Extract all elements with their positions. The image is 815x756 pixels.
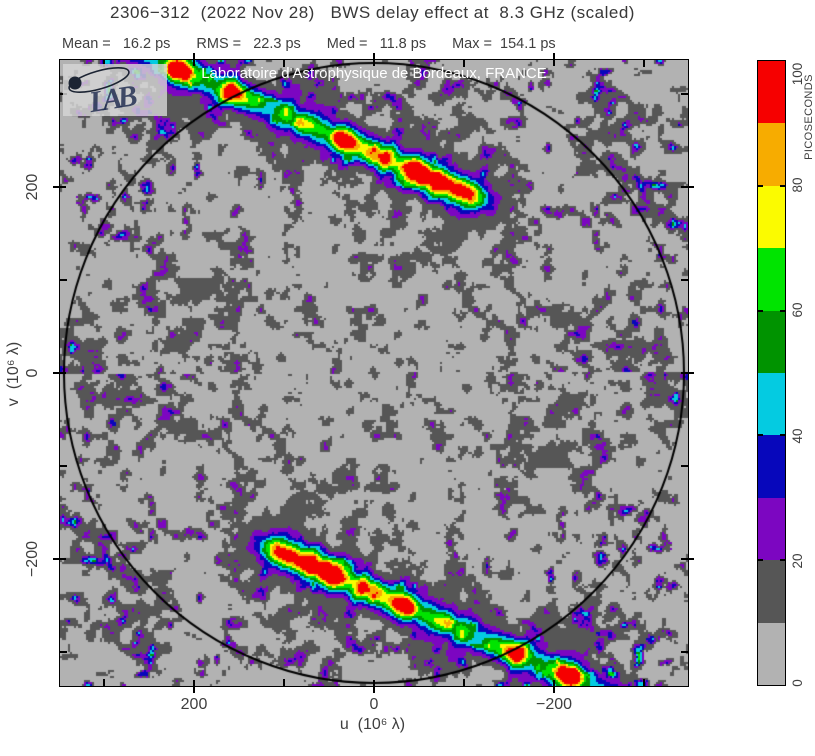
y-axis-minor-tick <box>60 465 67 467</box>
colorbar-tick <box>758 559 763 562</box>
x-axis-tick <box>553 53 555 66</box>
colorbar-tick <box>758 184 763 187</box>
stat-med: Med = 11.8 ps <box>326 36 427 52</box>
colorbar-segment <box>758 435 785 498</box>
stats-line: Mean = 16.2 ps RMS = 22.3 ps Med = 11.8 … <box>62 36 722 52</box>
x-axis-minor-tick <box>463 60 465 67</box>
x-axis-tick <box>193 53 195 66</box>
colorbar-tick-label: 20 <box>789 553 805 569</box>
x-axis-tick <box>373 53 375 66</box>
colorbar-tick <box>780 559 785 562</box>
y-axis-tick <box>681 186 694 188</box>
colorbar-segment <box>758 560 785 623</box>
colorbar-tick-label: 40 <box>789 428 805 444</box>
x-axis-minor-tick <box>643 60 645 67</box>
y-axis-minor-tick <box>60 279 67 281</box>
colorbar-tick <box>780 309 785 312</box>
institute-banner: Laboratoire d'Astrophysique de Bordeaux,… <box>201 65 547 82</box>
x-axis-tick <box>553 680 555 693</box>
y-axis-minor-tick <box>681 465 688 467</box>
y-axis-minor-tick <box>681 93 688 95</box>
y-axis-minor-tick <box>60 651 67 653</box>
lab-logo: LAB <box>63 64 167 119</box>
stat-rms: RMS = 22.3 ps <box>196 36 301 52</box>
colorbar-segment <box>758 185 785 249</box>
page-title: 2306−312 (2022 Nov 28) BWS delay effect … <box>110 3 635 22</box>
x-tick-label: −200 <box>535 696 573 713</box>
lab-orbit-icon: LAB <box>68 67 139 119</box>
y-axis-tick <box>681 558 694 560</box>
y-axis-minor-tick <box>681 279 688 281</box>
x-axis-tick <box>373 680 375 693</box>
colorbar-segment <box>758 61 785 124</box>
colorbar-title: PICOSECONDS <box>803 74 815 160</box>
colorbar-tick-label: 60 <box>789 302 805 318</box>
colorbar-segment <box>758 497 785 561</box>
colorbar-tick <box>758 434 763 437</box>
stat-max: Max = 154.1 ps <box>452 36 556 52</box>
colorbar-tick <box>780 184 785 187</box>
colorbar <box>757 60 786 686</box>
y-axis-tick <box>53 558 66 560</box>
y-axis-label: v (10⁶ λ) <box>5 341 22 407</box>
colorbar-tick <box>758 309 763 312</box>
colorbar-tick <box>780 434 785 437</box>
stat-mean: Mean = 16.2 ps <box>62 36 171 52</box>
uv-delay-heatmap <box>59 59 689 687</box>
x-tick-label: 0 <box>369 696 379 713</box>
colorbar-segment <box>758 310 785 374</box>
x-axis-minor-tick <box>283 679 285 686</box>
logo-text: LAB <box>86 79 139 116</box>
colorbar-segment <box>758 373 785 436</box>
plot-area: Laboratoire d'Astrophysique de Bordeaux,… <box>24 53 694 713</box>
x-tick-label: 200 <box>180 696 208 713</box>
y-axis-tick <box>53 372 66 374</box>
colorbar-segment <box>758 248 785 311</box>
x-axis-label: u (10⁶ λ) <box>339 716 406 733</box>
y-tick-label: 0 <box>24 368 41 378</box>
y-axis-minor-tick <box>681 651 688 653</box>
colorbar-segment <box>758 622 785 686</box>
y-tick-label: 200 <box>24 173 41 201</box>
x-axis-minor-tick <box>283 60 285 67</box>
x-axis-minor-tick <box>103 679 105 686</box>
x-axis-minor-tick <box>643 679 645 686</box>
x-axis-minor-tick <box>103 60 105 67</box>
colorbar-segment <box>758 123 785 186</box>
x-axis-minor-tick <box>463 679 465 686</box>
y-axis-tick <box>53 186 66 188</box>
x-axis-tick <box>193 680 195 693</box>
y-axis-tick <box>681 372 694 374</box>
y-tick-label: −200 <box>24 540 41 578</box>
colorbar-tick-label: 0 <box>789 679 805 687</box>
